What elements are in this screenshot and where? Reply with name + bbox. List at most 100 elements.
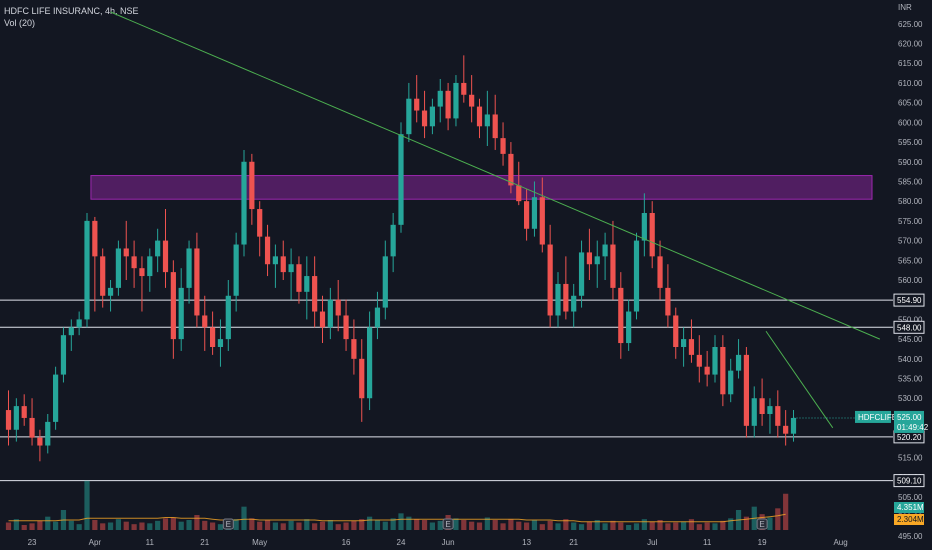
candle <box>759 378 765 426</box>
volume-bar <box>194 515 200 530</box>
candle-body <box>437 90 443 107</box>
candle-body <box>13 406 19 430</box>
price-tick-label: 560.00 <box>898 276 923 285</box>
candle <box>492 94 498 150</box>
volume-bar <box>335 524 341 530</box>
level-price-tag: 548.00 <box>893 320 925 334</box>
time-tick-label: 11 <box>703 538 712 547</box>
candle-body <box>264 236 271 265</box>
volume-bar <box>414 519 420 530</box>
candle-body <box>751 398 757 426</box>
volume-bar <box>107 522 114 530</box>
candle-body <box>728 370 734 395</box>
candle <box>461 55 467 103</box>
price-tick-label: 570.00 <box>898 237 923 246</box>
volume-bar <box>155 520 161 530</box>
time-tick-label: 21 <box>200 538 209 547</box>
candle-body <box>359 358 365 399</box>
trendline <box>765 330 834 429</box>
volume-bar <box>720 520 726 530</box>
volume-bar <box>563 519 569 530</box>
price-tick-label: 535.00 <box>898 375 923 384</box>
candle <box>790 410 797 442</box>
volume-bar <box>29 523 35 530</box>
volume-bar <box>578 524 585 530</box>
candle <box>720 335 726 407</box>
candle-body <box>296 264 302 292</box>
candle-body <box>382 256 388 308</box>
volume-bar <box>351 520 357 530</box>
candle <box>186 240 192 304</box>
candle-body <box>539 197 545 245</box>
last-price-label: 525.00 <box>897 413 922 422</box>
volume-bar <box>681 521 687 530</box>
candle-body <box>351 339 357 359</box>
price-tick-label: 495.00 <box>898 532 923 541</box>
volume-bar <box>186 520 192 530</box>
candle <box>29 398 35 446</box>
candle <box>304 256 310 320</box>
candle-body <box>68 327 74 336</box>
candle-body <box>508 153 514 186</box>
candle-body <box>445 90 451 119</box>
volume-bar <box>539 524 545 530</box>
candle-body <box>712 347 718 375</box>
candle <box>123 220 129 280</box>
volume-bar <box>704 522 710 530</box>
volume-bar <box>508 519 514 530</box>
level-tag-box <box>893 474 925 488</box>
candle-body <box>649 213 655 257</box>
volume-bar <box>712 523 718 530</box>
candle-body <box>704 366 710 375</box>
candle-body <box>633 240 640 312</box>
volume-bar <box>382 521 388 530</box>
candle <box>469 75 475 123</box>
candle <box>131 240 137 288</box>
earnings-marker: E <box>222 518 234 530</box>
symbol-tag-box <box>855 410 891 423</box>
volume-bar <box>633 523 640 530</box>
volume-bar <box>688 519 695 530</box>
candle-body <box>571 295 577 312</box>
candle-body <box>319 311 326 328</box>
candle <box>351 319 357 375</box>
symbol-title[interactable]: HDFC LIFE INSURANC, 4h, NSE <box>4 6 139 16</box>
volume-bar <box>437 520 443 530</box>
candle <box>445 82 451 131</box>
volume-bar <box>217 524 224 530</box>
candle <box>319 295 326 344</box>
volume-tag-box <box>894 514 924 525</box>
level-tag-box <box>893 293 925 307</box>
chart-legend: HDFC LIFE INSURANC, 4h, NSE Vol (20) <box>4 5 139 29</box>
candle <box>210 311 216 355</box>
volume-bar <box>280 523 286 530</box>
candle-body <box>641 213 647 241</box>
candle-body <box>155 240 161 257</box>
candle <box>217 319 224 367</box>
candle-body <box>249 161 255 210</box>
candle-body <box>665 287 671 316</box>
candle <box>728 358 734 403</box>
volume-bar <box>555 523 561 530</box>
earnings-marker-box <box>222 518 234 530</box>
candle <box>312 256 318 328</box>
volume-indicator-title[interactable]: Vol (20) <box>4 18 36 28</box>
candle <box>53 366 59 430</box>
candle-body <box>107 287 114 296</box>
candle-body <box>586 252 592 265</box>
candle <box>194 232 200 328</box>
volume-bar <box>123 521 129 530</box>
candle <box>696 335 702 383</box>
symbol-tag-label: HDFCLIFE <box>858 413 897 422</box>
level-tag-label: 554.90 <box>897 296 922 305</box>
volume-tag-label: 4.351M <box>897 503 924 512</box>
candle <box>429 98 435 135</box>
price-tick-label: 505.00 <box>898 493 923 502</box>
volume-bar <box>469 521 475 530</box>
price-tick-label: 595.00 <box>898 138 923 147</box>
candle-body <box>398 134 404 225</box>
price-tick-label: 545.00 <box>898 335 923 344</box>
volume-bar <box>100 523 106 530</box>
time-axis-bg <box>0 532 893 550</box>
